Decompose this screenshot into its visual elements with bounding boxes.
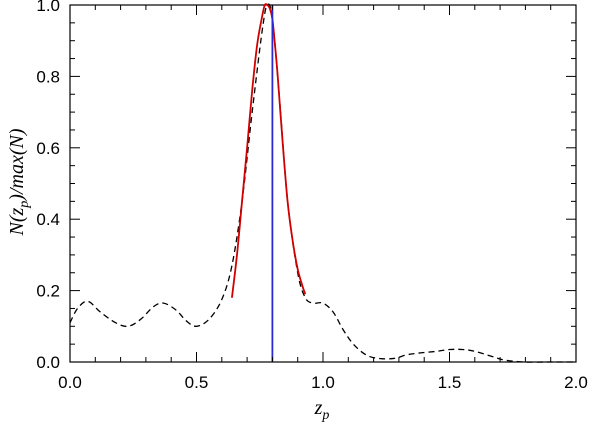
y-tick-label: 0.6 bbox=[36, 139, 60, 158]
y-tick-label: 0.0 bbox=[36, 353, 60, 372]
x-tick-label: 1.5 bbox=[438, 373, 462, 392]
series-line-dashed bbox=[69, 3, 576, 363]
x-axis-label: zp bbox=[314, 397, 330, 423]
y-tick-label: 1.0 bbox=[36, 0, 60, 15]
plot-area bbox=[69, 4, 577, 363]
tick-labels: 0.0 0.5 1.0 1.5 2.0 0.0 0.2 0.4 0.6 0.8 1.0 bbox=[36, 0, 587, 392]
x-tick-label: 0.0 bbox=[58, 373, 82, 392]
x-tick-label: 0.5 bbox=[185, 373, 209, 392]
x-tick-label: 2.0 bbox=[564, 373, 588, 392]
y-tick-label: 0.4 bbox=[36, 210, 60, 229]
y-tick-label: 0.2 bbox=[36, 282, 60, 301]
y-axis-label: N(zp)/max(N) bbox=[6, 128, 32, 236]
plot-frame bbox=[69, 4, 577, 363]
curves bbox=[69, 3, 576, 363]
x-tick-label: 1.0 bbox=[311, 373, 335, 392]
ticks bbox=[69, 4, 577, 363]
series-line-fit bbox=[231, 3, 307, 298]
y-tick-label: 0.8 bbox=[36, 67, 60, 86]
